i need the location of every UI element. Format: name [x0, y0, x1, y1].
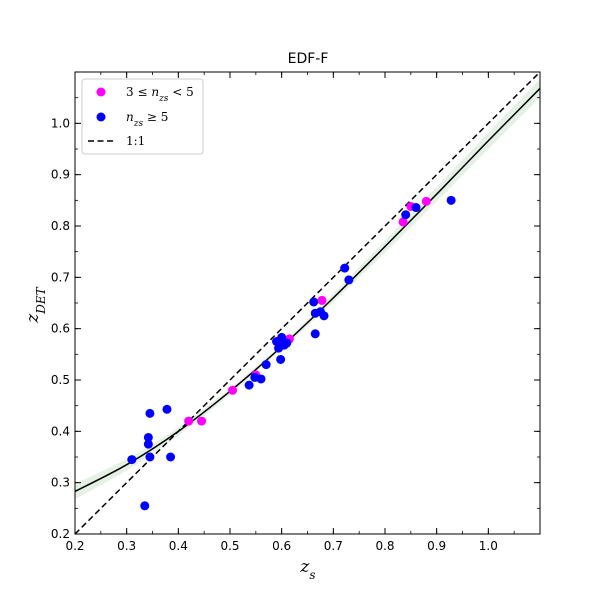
data-point-blue: [140, 501, 150, 511]
x-tick-label: 0.4: [169, 539, 188, 553]
legend-label-blue: nzs ≥ 5: [126, 110, 168, 129]
data-point-blue: [145, 408, 155, 418]
x-tick-label: 0.6: [272, 539, 291, 553]
plot-inner: [75, 72, 540, 534]
x-tick-label: 0.8: [375, 539, 394, 553]
y-tick-label: 0.7: [51, 270, 70, 284]
data-point-magenta: [228, 385, 238, 395]
data-point-blue: [276, 354, 286, 364]
y-tick-label: 0.8: [51, 219, 70, 233]
data-point-blue: [127, 455, 137, 465]
data-point-blue: [344, 275, 354, 285]
data-point-blue: [261, 360, 271, 370]
data-point-magenta: [197, 416, 207, 426]
data-point-blue: [411, 203, 421, 213]
y-tick-label: 0.9: [51, 168, 70, 182]
legend-box: [81, 78, 204, 155]
data-point-blue: [310, 329, 320, 339]
x-tick-label: 1.0: [479, 539, 498, 553]
y-axis-label: zDET: [23, 286, 48, 323]
data-point-magenta: [317, 295, 327, 305]
data-point-blue: [145, 452, 155, 462]
legend-marker-magenta: [96, 87, 106, 97]
data-point-blue: [143, 432, 153, 442]
plot-area: 0.2 0.3 0.4 0.5 0.6 0.7 0.8 0.9 1.0 0.2 0.3 0.4 0.5 0…: [51, 71, 541, 553]
data-point-magenta: [398, 217, 408, 227]
data-point-blue: [282, 338, 292, 348]
data-point-blue: [162, 404, 172, 414]
legend-label-magenta: 3 ≤ nzs < 5: [126, 85, 194, 104]
data-point-blue: [143, 439, 153, 449]
data-point-blue: [256, 374, 266, 384]
data-point-blue: [244, 380, 254, 390]
data-point-blue: [401, 210, 411, 220]
data-point-blue: [340, 263, 350, 273]
x-axis-label: zs: [299, 557, 315, 582]
legend: 3 ≤ nzs < 5 nzs ≥ 5 1:1: [81, 78, 204, 155]
data-point-blue: [319, 311, 329, 321]
data-point-magenta: [421, 196, 431, 206]
x-tick-label: 0.2: [65, 539, 84, 553]
x-tick-label: 0.7: [324, 539, 343, 553]
y-tick-label: 0.5: [51, 373, 70, 387]
data-point-magenta: [184, 416, 194, 426]
y-tick-label: 0.4: [51, 424, 70, 438]
x-tick-label: 0.3: [117, 539, 136, 553]
data-point-blue: [446, 195, 456, 205]
legend-marker-blue: [96, 112, 106, 122]
y-tick-label: 0.2: [51, 527, 70, 541]
data-point-blue: [309, 297, 319, 307]
y-tick-label: 0.3: [51, 476, 70, 490]
chart-title: EDF-F: [288, 51, 329, 67]
y-tick-label: 1.0: [51, 116, 70, 130]
y-tick-label: 0.6: [51, 322, 70, 336]
data-point-blue: [166, 452, 176, 462]
legend-label-one-to-one: 1:1: [126, 134, 145, 148]
x-tick-label: 0.9: [427, 539, 446, 553]
x-tick-label: 0.5: [220, 539, 239, 553]
